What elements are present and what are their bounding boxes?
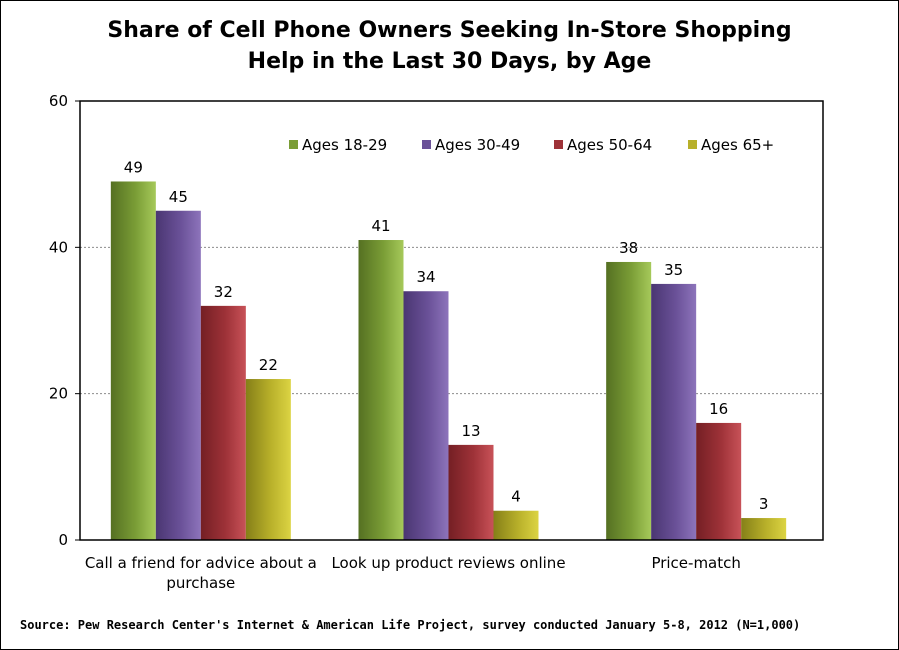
legend-label: Ages 65+ (701, 136, 774, 154)
legend-swatch (688, 140, 697, 149)
bar (606, 261, 652, 540)
bar (358, 240, 404, 540)
category-label: Price-match (651, 554, 740, 572)
bar (493, 510, 539, 540)
data-label: 34 (416, 268, 435, 286)
data-label: 13 (461, 422, 480, 440)
bar (448, 444, 494, 540)
bar (110, 181, 156, 540)
legend-swatch (554, 140, 563, 149)
legend: Ages 18-29 Ages 30-49 Ages 50-64 Ages 65+ (289, 136, 774, 154)
bar (200, 305, 246, 540)
legend-swatch (422, 140, 431, 149)
category-label: purchase (166, 574, 235, 592)
bar (651, 283, 697, 540)
data-label: 3 (759, 495, 769, 513)
bar (245, 379, 291, 540)
data-label: 22 (259, 356, 278, 374)
bar (403, 291, 449, 540)
category-label: Call a friend for advice about a (85, 554, 317, 572)
y-tick-label: 60 (49, 92, 68, 110)
bar-chart: 49 45 32 22 Call a friend for advice about a… (49, 92, 824, 592)
bar (155, 210, 201, 540)
data-label: 16 (709, 400, 728, 418)
plot-border (79, 100, 824, 541)
legend-label: Ages 30-49 (435, 136, 520, 154)
chart-title: Share of Cell Phone Owners Seeking In-St… (1, 15, 898, 77)
y-tick-label: 20 (49, 385, 68, 403)
legend-swatch (289, 140, 298, 149)
data-label: 49 (124, 158, 143, 176)
data-label: 4 (511, 488, 521, 506)
bar (741, 518, 787, 540)
bars (110, 181, 787, 540)
axes (75, 100, 824, 541)
source-note: Source: Pew Research Center's Internet &… (20, 618, 801, 632)
chart-title-line-2: Help in the Last 30 Days, by Age (247, 49, 652, 74)
data-label: 45 (169, 188, 188, 206)
labels: 49 45 32 22 Call a friend for advice about a… (49, 92, 769, 592)
data-label: 32 (214, 283, 233, 301)
data-label: 41 (371, 217, 390, 235)
category-label: Look up product reviews online (331, 554, 565, 572)
chart-title-line-1: Share of Cell Phone Owners Seeking In-St… (107, 18, 792, 43)
y-tick-label: 0 (58, 531, 68, 549)
bar (696, 422, 742, 540)
legend-label: Ages 18-29 (302, 136, 387, 154)
data-label: 38 (619, 239, 638, 257)
legend-label: Ages 50-64 (567, 136, 652, 154)
y-tick-label: 40 (49, 238, 68, 256)
data-label: 35 (664, 261, 683, 279)
